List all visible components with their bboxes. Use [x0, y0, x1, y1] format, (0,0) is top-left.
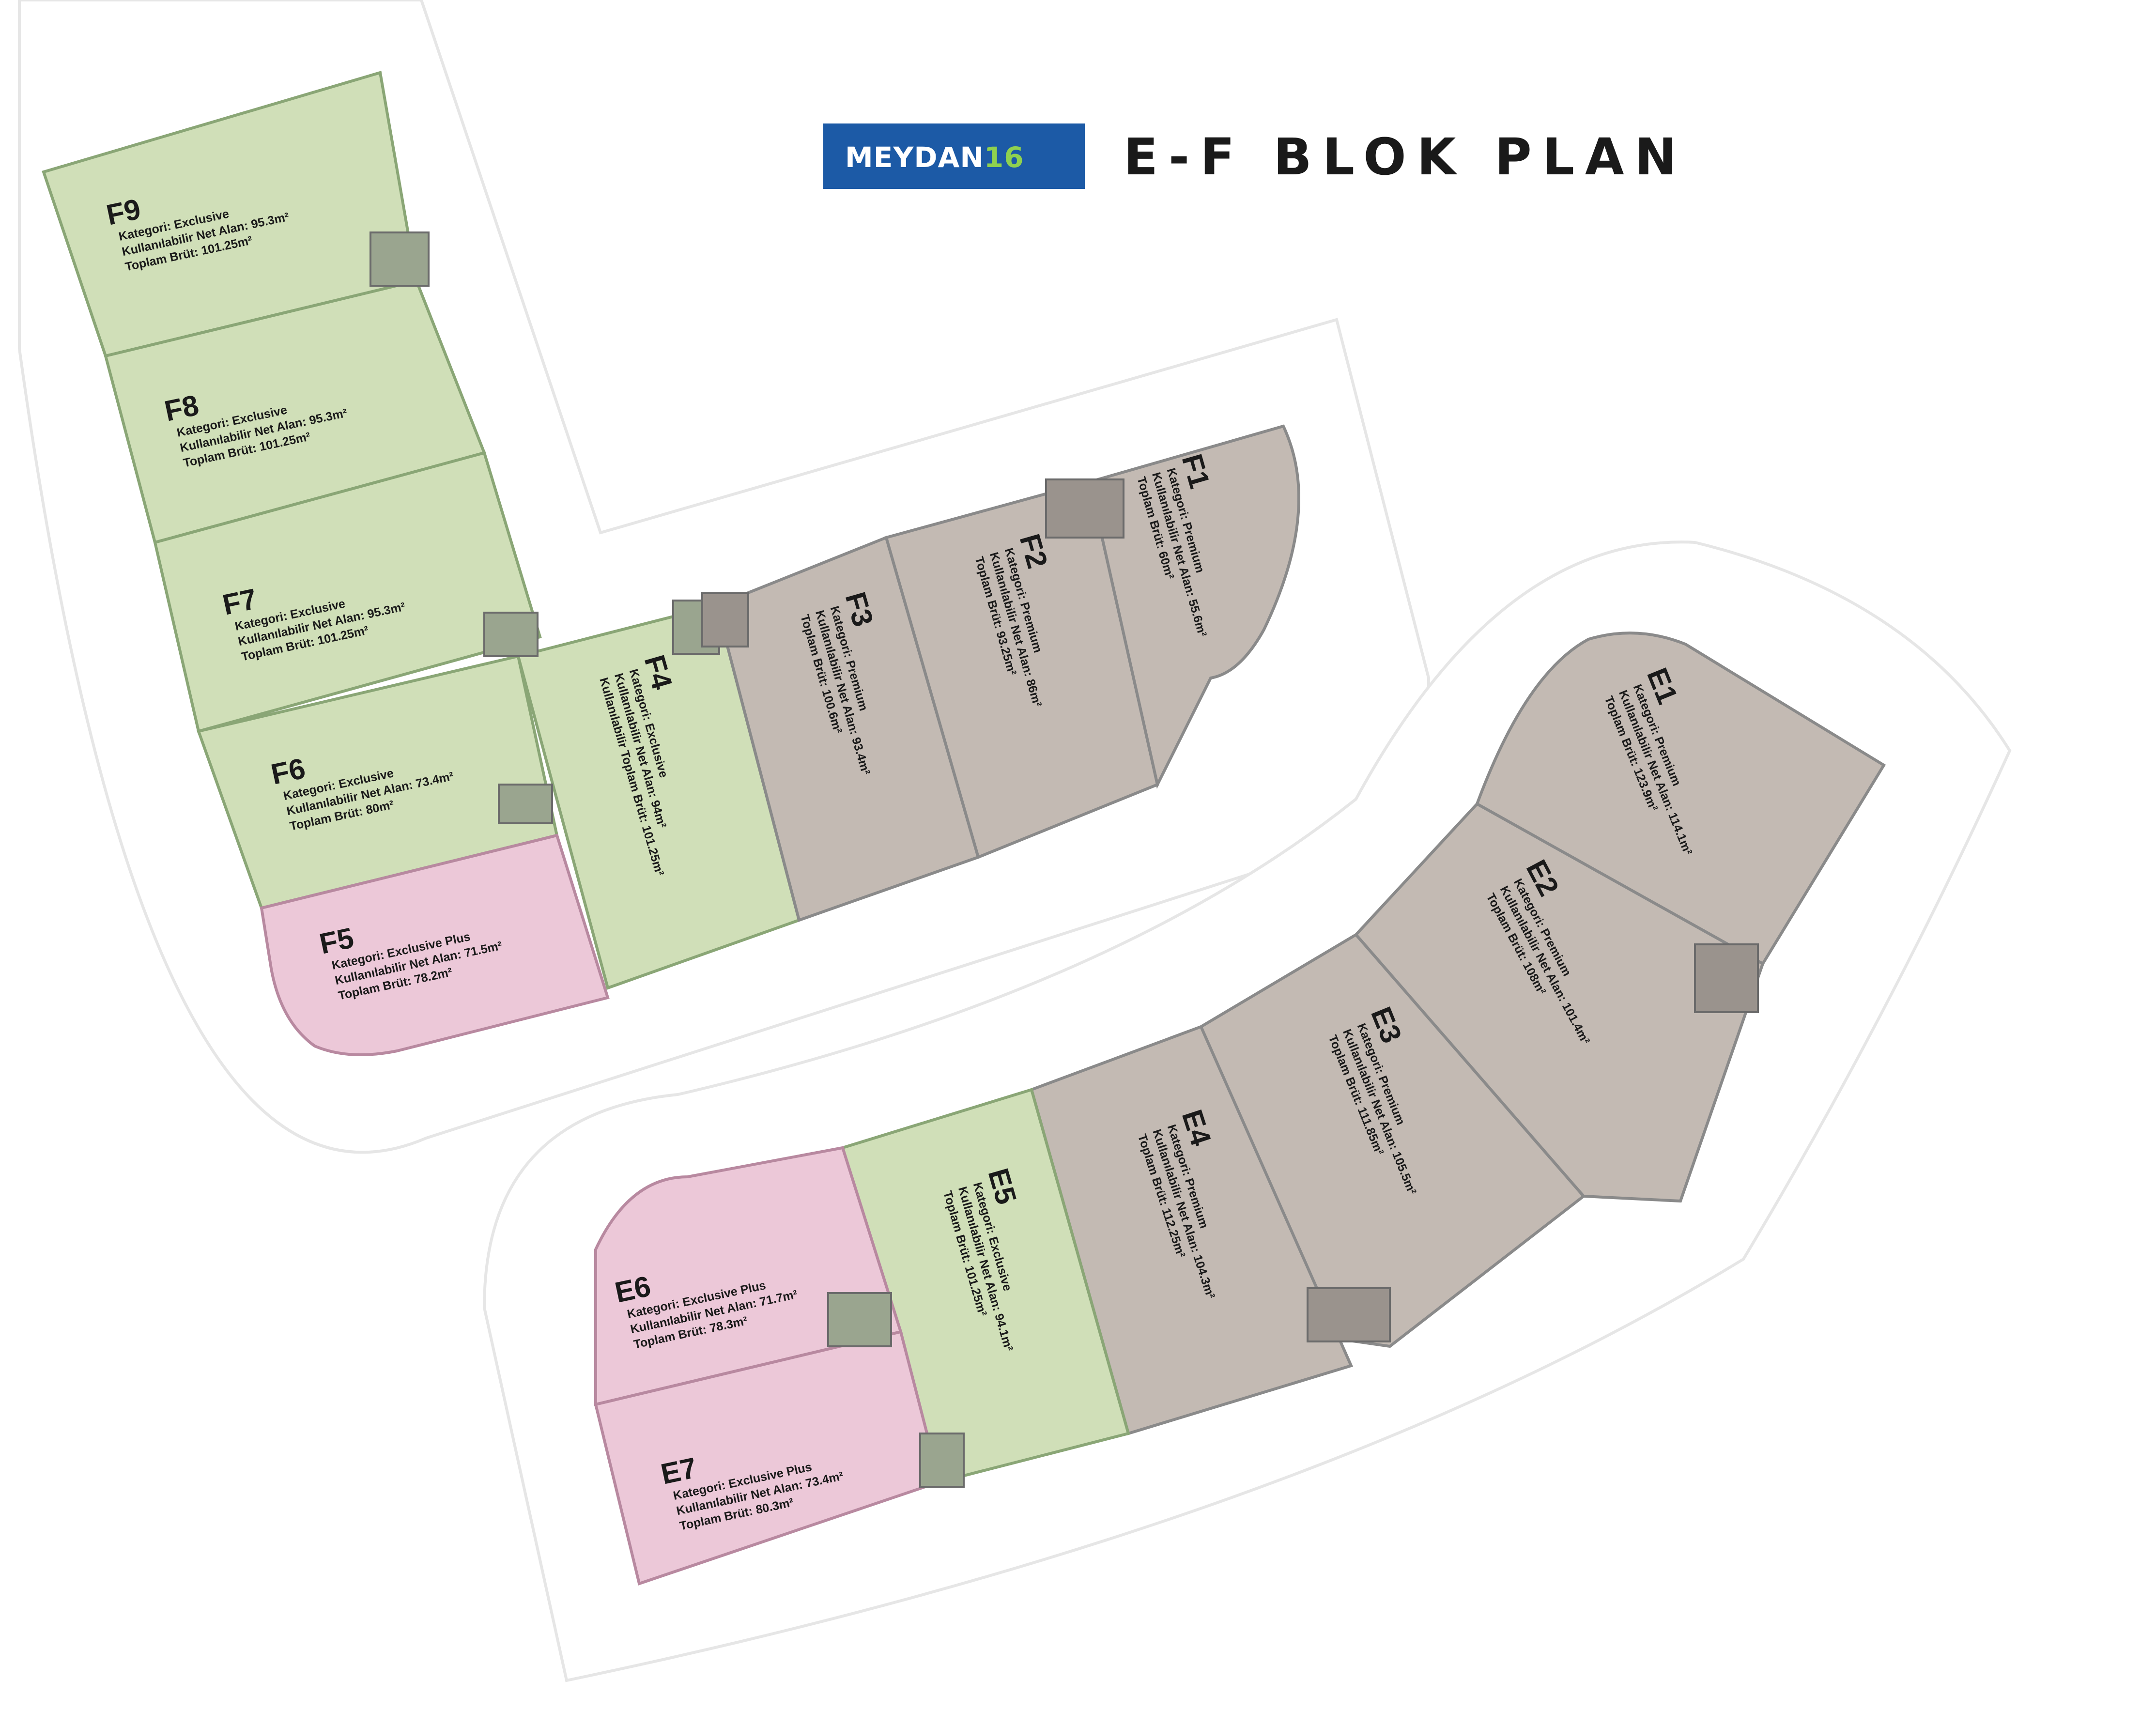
f3-wc-room [701, 592, 749, 647]
f7-wc-room [483, 612, 539, 657]
brand-logo-box [823, 123, 1085, 189]
e3-wc-room [1307, 1287, 1391, 1342]
f1-wc-room [1045, 478, 1124, 539]
e6-wc-room [827, 1292, 892, 1347]
unit-id: F6 [268, 752, 308, 791]
e2-wc-room [1694, 943, 1759, 1013]
page-title: E-F BLOK PLAN [1124, 127, 1688, 186]
brand-name: MEYDAN [845, 141, 984, 174]
unit-id: F7 [220, 583, 260, 621]
e5-wc-room [919, 1433, 965, 1488]
brand-number: 16 [984, 141, 1024, 174]
f6-wc-room [498, 784, 553, 824]
unit-id: F5 [317, 922, 356, 960]
unit-id: E7 [658, 1451, 700, 1491]
unit-f1-area[interactable] [1088, 424, 1300, 789]
unit-id: F8 [162, 389, 201, 428]
unit-e2-area[interactable] [1354, 802, 1765, 1203]
unit-id: E6 [612, 1270, 654, 1309]
unit-e6-area[interactable] [594, 1146, 903, 1406]
unit-id: F9 [104, 193, 143, 231]
unit-e1-area[interactable] [1475, 632, 1886, 966]
brand-logo: MEYDAN16 [845, 141, 1024, 174]
unit-f7-area[interactable] [153, 451, 542, 733]
unit-f5-area[interactable] [260, 833, 610, 1056]
f9-wc-room [370, 231, 430, 287]
